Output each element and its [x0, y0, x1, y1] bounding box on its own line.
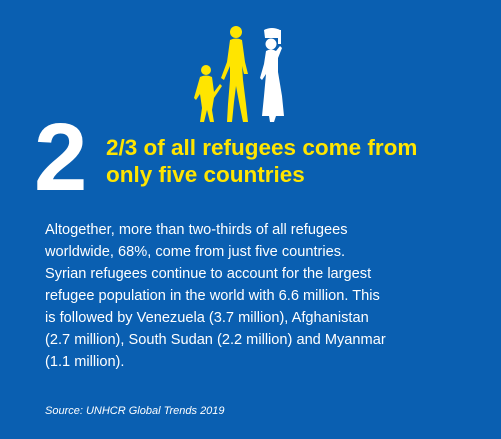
body-line: Syrian refugees continue to account for … — [45, 263, 459, 285]
body-line: Altogether, more than two-thirds of all … — [45, 219, 459, 241]
headline-line: 2/3 of all refugees come from — [106, 134, 486, 161]
body-line: refugee population in the world with 6.6… — [45, 285, 459, 307]
headline: 2/3 of all refugees come from only five … — [106, 134, 486, 188]
source-caption: Source: UNHCR Global Trends 2019 — [45, 404, 225, 418]
body-line: is followed by Venezuela (3.7 million), … — [45, 307, 459, 329]
headline-line: only five countries — [106, 161, 486, 188]
body-line: (1.1 million). — [45, 351, 459, 373]
body-line: (2.7 million), South Sudan (2.2 million)… — [45, 329, 459, 351]
big-number: 2 — [34, 112, 104, 204]
body-line: worldwide, 68%, come from just five coun… — [45, 241, 459, 263]
family-refugees-icon — [190, 18, 300, 130]
body-paragraph: Altogether, more than two-thirds of all … — [45, 219, 459, 373]
